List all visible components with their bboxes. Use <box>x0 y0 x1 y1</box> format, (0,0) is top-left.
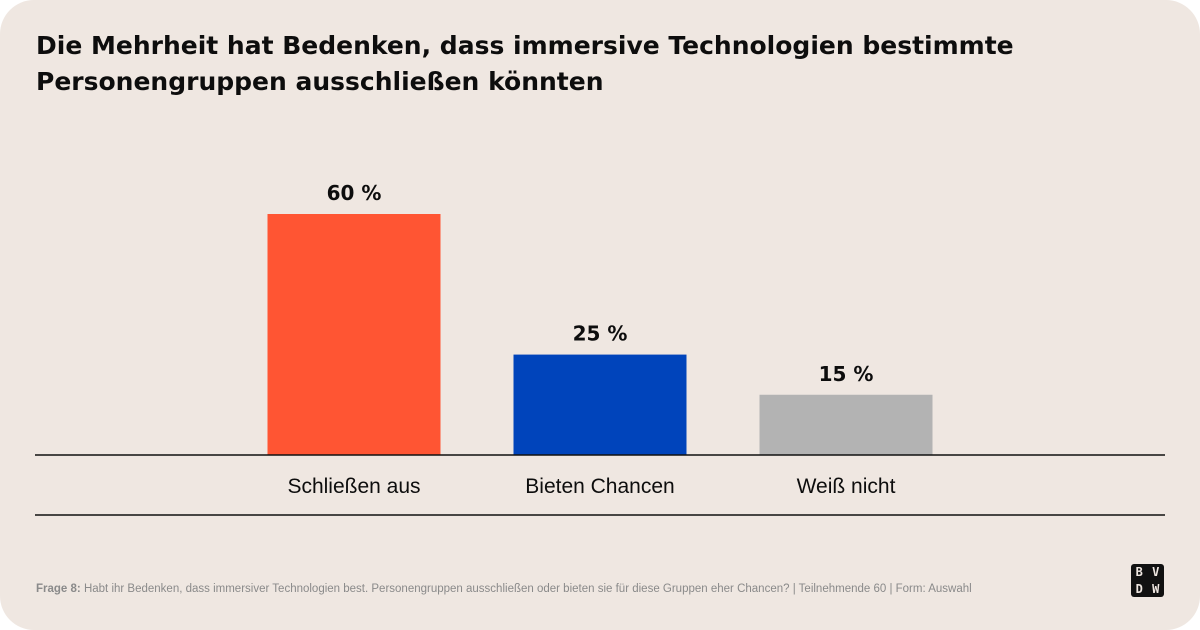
data-label: 15 % <box>819 362 874 386</box>
category-label: Schließen aus <box>287 475 420 498</box>
bar <box>267 214 441 455</box>
logo-letter: V <box>1152 565 1160 580</box>
category-label: Bieten Chancen <box>525 475 674 498</box>
category-label: Weiß nicht <box>797 475 896 498</box>
logo-letter: B <box>1135 565 1143 580</box>
logo-letter: W <box>1152 581 1160 596</box>
footnote-text: Habt ihr Bedenken, dass immersiver Techn… <box>83 583 972 595</box>
footnote: Frage 8: Habt ihr Bedenken, dass immersi… <box>36 583 1116 595</box>
chart-title: Die Mehrheit hat Bedenken, dass immersiv… <box>36 28 1156 100</box>
logo-letter: D <box>1135 581 1143 596</box>
footnote-label: Frage 8: <box>36 583 81 595</box>
bar <box>513 354 687 455</box>
bvdw-logo: B V D W <box>1131 564 1164 597</box>
data-label: 25 % <box>573 322 628 346</box>
chart-title-line-1: Die Mehrheit hat Bedenken, dass immersiv… <box>36 31 1014 60</box>
data-label: 60 % <box>327 181 382 205</box>
bar <box>759 394 933 455</box>
chart-title-line-2: Personengruppen ausschließen könnten <box>36 67 604 96</box>
